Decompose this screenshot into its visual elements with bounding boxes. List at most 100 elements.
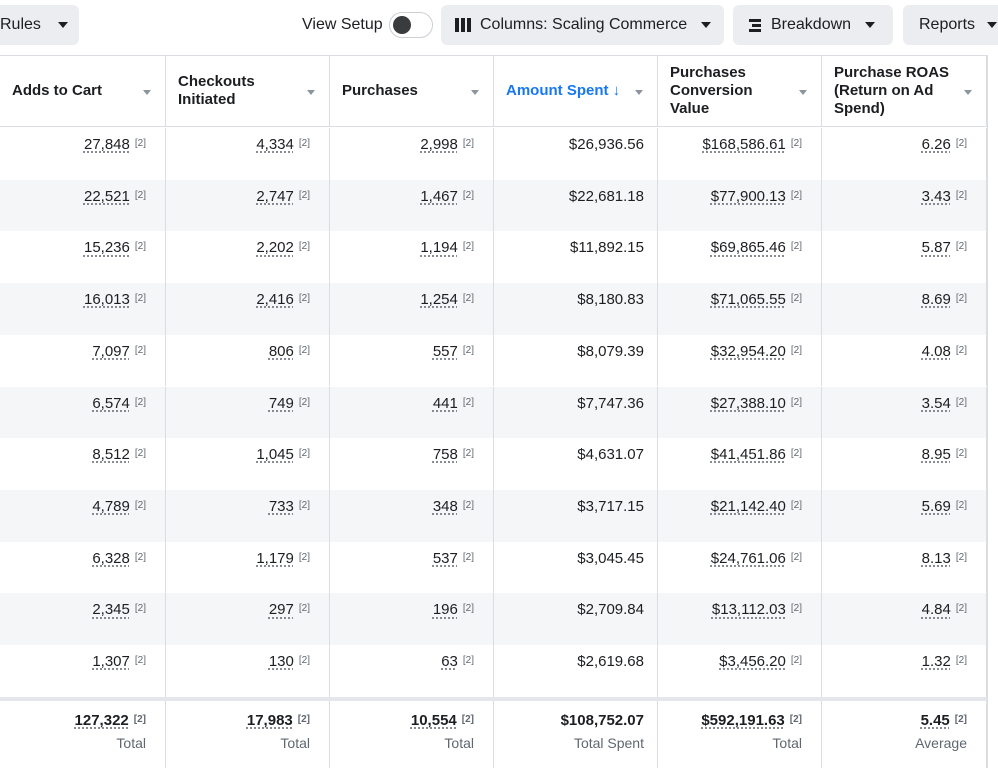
cell-value[interactable]: 806 xyxy=(268,342,294,360)
cell-value[interactable]: 8.95 xyxy=(921,446,951,464)
table-row[interactable]: 7,097 [2] 806 [2] 557 [2] $8,079.39 $32,954.20 [… xyxy=(0,334,998,387)
footnote-marker: [2] xyxy=(790,344,802,356)
breakdown-button[interactable]: Breakdown xyxy=(733,5,893,45)
cell-value[interactable]: 196 xyxy=(432,601,458,619)
table-row[interactable]: 6,328 [2] 1,179 [2] 537 [2] $3,045.45 $24,761.0… xyxy=(0,541,998,594)
column-header-amount-spent[interactable]: Amount Spent ↓ xyxy=(494,55,658,127)
footnote-marker: [2] xyxy=(298,138,310,149)
table-row[interactable]: 16,013 [2] 2,416 [2] 1,254 [2] $8,180.83 $71,06… xyxy=(0,283,998,335)
cell-value[interactable]: 15,236 xyxy=(83,239,130,257)
table-row[interactable]: 2,345 [2] 297 [2] 196 [2] $2,709.84 $13,112.03 [… xyxy=(0,593,998,645)
footnote-marker: [2] xyxy=(298,499,310,511)
cell-purchase-roas: 8.95 [2] xyxy=(822,438,987,490)
cell-value[interactable]: $27,388.10 xyxy=(710,394,786,412)
column-menu-caret-icon[interactable] xyxy=(307,90,315,95)
cell-value[interactable]: $69,865.46 xyxy=(710,239,786,257)
cell-value[interactable]: 7,097 xyxy=(92,342,130,360)
cell-value[interactable]: $32,954.20 xyxy=(710,342,786,360)
cell-value[interactable]: 1,194 xyxy=(420,239,458,257)
column-menu-caret-icon[interactable] xyxy=(471,90,479,95)
cell-value[interactable]: 4,334 xyxy=(256,136,294,153)
table-row[interactable]: 22,521 [2] 2,747 [2] 1,467 [2] $22,681.18 $77,9… xyxy=(0,179,998,232)
cell-value[interactable]: 8.13 xyxy=(921,549,951,567)
cell-value[interactable]: 1,307 xyxy=(92,653,130,670)
cell-value[interactable]: 2,747 xyxy=(256,187,294,205)
column-header-adds-to-cart[interactable]: Adds to Cart xyxy=(0,55,166,127)
cell-value[interactable]: 1.32 xyxy=(921,653,951,670)
cell-value[interactable]: 2,998 xyxy=(420,136,458,153)
cell-value[interactable]: $71,065.55 xyxy=(710,291,786,309)
total-value[interactable]: 127,322 xyxy=(74,712,129,729)
cell-value[interactable]: 1,254 xyxy=(420,291,458,309)
cell-value[interactable]: 8.69 xyxy=(921,291,951,309)
cell-value[interactable]: 2,345 xyxy=(92,601,130,619)
table-row[interactable]: 15,236 [2] 2,202 [2] 1,194 [2] $11,892.15 $69,8… xyxy=(0,231,998,284)
table-row[interactable]: 1,307 [2] 130 [2] 63 [2] $2,619.68 $3,456.20 [2]… xyxy=(0,645,998,697)
cell-value[interactable]: 758 xyxy=(432,446,458,464)
cell-value[interactable]: 297 xyxy=(268,601,294,619)
table-row[interactable]: 8,512 [2] 1,045 [2] 758 [2] $4,631.07 $41,451.8… xyxy=(0,438,998,490)
cell-value[interactable]: $21,142.40 xyxy=(710,497,786,515)
columns-button[interactable]: Columns: Scaling Commerce xyxy=(441,5,724,45)
total-value[interactable]: 5.45 xyxy=(920,712,950,729)
cell-value[interactable]: $77,900.13 xyxy=(710,187,786,205)
cell-value[interactable]: $3,456.20 xyxy=(719,653,786,670)
column-header-checkouts-initiated[interactable]: Checkouts Initiated xyxy=(166,55,330,127)
cell-amount-spent: $3,717.15 xyxy=(494,489,658,542)
chevron-down-icon xyxy=(701,22,712,28)
cell-value[interactable]: 3.54 xyxy=(921,394,951,412)
cell-value[interactable]: 557 xyxy=(432,342,458,360)
cell-value[interactable]: $24,761.06 xyxy=(710,549,786,567)
cell-value[interactable]: 4.08 xyxy=(921,342,951,360)
rules-button[interactable]: Rules xyxy=(0,5,79,45)
cell-value[interactable]: 749 xyxy=(268,394,294,412)
cell-value[interactable]: 16,013 xyxy=(83,291,130,309)
table-row[interactable]: 6,574 [2] 749 [2] 441 [2] $7,747.36 $27,388.10 [… xyxy=(0,386,998,439)
cell-purchases-conversion-value: $32,954.20 [2] xyxy=(658,334,822,387)
cell-value[interactable]: 130 xyxy=(268,653,294,670)
cell-value[interactable]: 348 xyxy=(432,497,458,515)
cell-value[interactable]: 8,512 xyxy=(92,446,130,464)
column-menu-caret-icon[interactable] xyxy=(964,90,972,95)
footnote-marker: [2] xyxy=(790,293,802,305)
reports-button[interactable]: Reports xyxy=(903,5,998,45)
cell-value[interactable]: $168,586.61 xyxy=(702,136,786,153)
cell-value[interactable]: 3.43 xyxy=(921,187,951,205)
column-header-purchases-conversion-value[interactable]: Purchases Conversion Value xyxy=(658,55,822,127)
cell-value[interactable]: 27,848 xyxy=(83,136,130,153)
cell-value[interactable]: 2,202 xyxy=(256,239,294,257)
cell-value[interactable]: 1,467 xyxy=(420,187,458,205)
column-menu-caret-icon[interactable] xyxy=(635,90,643,95)
total-value[interactable]: 17,983 xyxy=(246,712,293,729)
table-row[interactable]: 27,848 [2] 4,334 [2] 2,998 [2] $26,936.56 $168,… xyxy=(0,128,998,180)
column-header-purchases[interactable]: Purchases xyxy=(330,55,494,127)
cell-value[interactable]: 4,789 xyxy=(92,497,130,515)
cell-value[interactable]: 5.87 xyxy=(921,239,951,257)
cell-value[interactable]: $41,451.86 xyxy=(710,446,786,464)
cell-value[interactable]: 6.26 xyxy=(921,136,951,153)
cell-value[interactable]: $13,112.03 xyxy=(711,601,786,619)
cell-value[interactable]: 63 xyxy=(441,653,458,670)
cell-value[interactable]: 537 xyxy=(432,549,458,567)
cell-value[interactable]: 1,179 xyxy=(256,549,294,567)
column-header-purchase-roas[interactable]: Purchase ROAS (Return on Ad Spend) xyxy=(822,55,987,127)
cell-value[interactable]: 22,521 xyxy=(83,187,130,205)
cell-value[interactable]: 733 xyxy=(268,497,294,515)
view-setup-toggle[interactable] xyxy=(389,12,433,38)
column-menu-caret-icon[interactable] xyxy=(799,90,807,95)
cell-value[interactable]: 5.69 xyxy=(921,497,951,515)
footnote-marker: [2] xyxy=(462,189,474,201)
cell-value[interactable]: 4.84 xyxy=(921,601,951,619)
total-value[interactable]: 10,554 xyxy=(410,712,457,729)
cell-value[interactable]: 441 xyxy=(432,394,458,412)
table-row[interactable]: 4,789 [2] 733 [2] 348 [2] $3,717.15 $21,142.40 [… xyxy=(0,489,998,542)
cell-value[interactable]: 1,045 xyxy=(256,446,294,464)
column-menu-caret-icon[interactable] xyxy=(143,90,151,95)
totals-row: 127,322 [2] Total 17,983 [2] Total 10,554 [2] To… xyxy=(0,701,998,768)
cell-value[interactable]: 2,416 xyxy=(256,291,294,309)
cell-checkouts-initiated: 130 [2] xyxy=(166,645,330,697)
cell-value[interactable]: 6,328 xyxy=(92,549,130,567)
footnote-marker: [2] xyxy=(790,603,802,615)
cell-value[interactable]: 6,574 xyxy=(92,394,130,412)
total-value[interactable]: $592,191.63 xyxy=(701,712,785,729)
